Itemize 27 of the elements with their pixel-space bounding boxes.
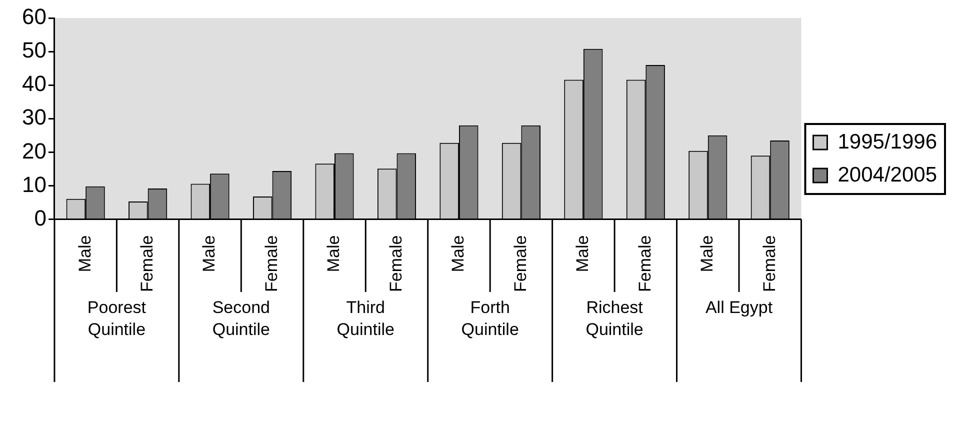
x-tick-label: Male — [200, 235, 219, 272]
legend-label: 2004/2005 — [838, 163, 938, 186]
x-tick-label: Male — [698, 235, 717, 272]
x-tick-label: Female — [510, 235, 530, 292]
text: All Egypt — [705, 298, 773, 318]
text: Poorest Quintile — [87, 298, 146, 340]
x-tick-label: Male — [75, 235, 94, 272]
x-tick-label: Female — [635, 235, 654, 292]
text: Second Quintile — [212, 298, 270, 340]
x-tick-label: Female — [386, 235, 406, 292]
text: Richest Quintile — [586, 298, 644, 340]
x-tick-label: Female — [138, 235, 157, 292]
x-tick-label: Male — [324, 235, 344, 272]
x-tick-label: Female — [760, 235, 779, 292]
x-tick-label: Female — [262, 235, 281, 292]
x-tick-label: Male — [573, 235, 592, 272]
legend-label: 1995/1996 — [838, 130, 938, 154]
y-tick-label: 10 — [22, 172, 46, 197]
x-tick-label: Male — [448, 235, 468, 272]
y-tick-label: 30 — [22, 104, 46, 130]
text: Third Quintile — [336, 298, 394, 340]
y-tick-label: 50 — [22, 38, 46, 63]
y-tick-label: 60 — [22, 4, 46, 30]
y-tick-label: 40 — [22, 71, 46, 96]
y-tick-label: 20 — [22, 138, 46, 164]
text: Forth Quintile — [461, 298, 519, 340]
y-tick-label: 0 — [34, 205, 46, 230]
